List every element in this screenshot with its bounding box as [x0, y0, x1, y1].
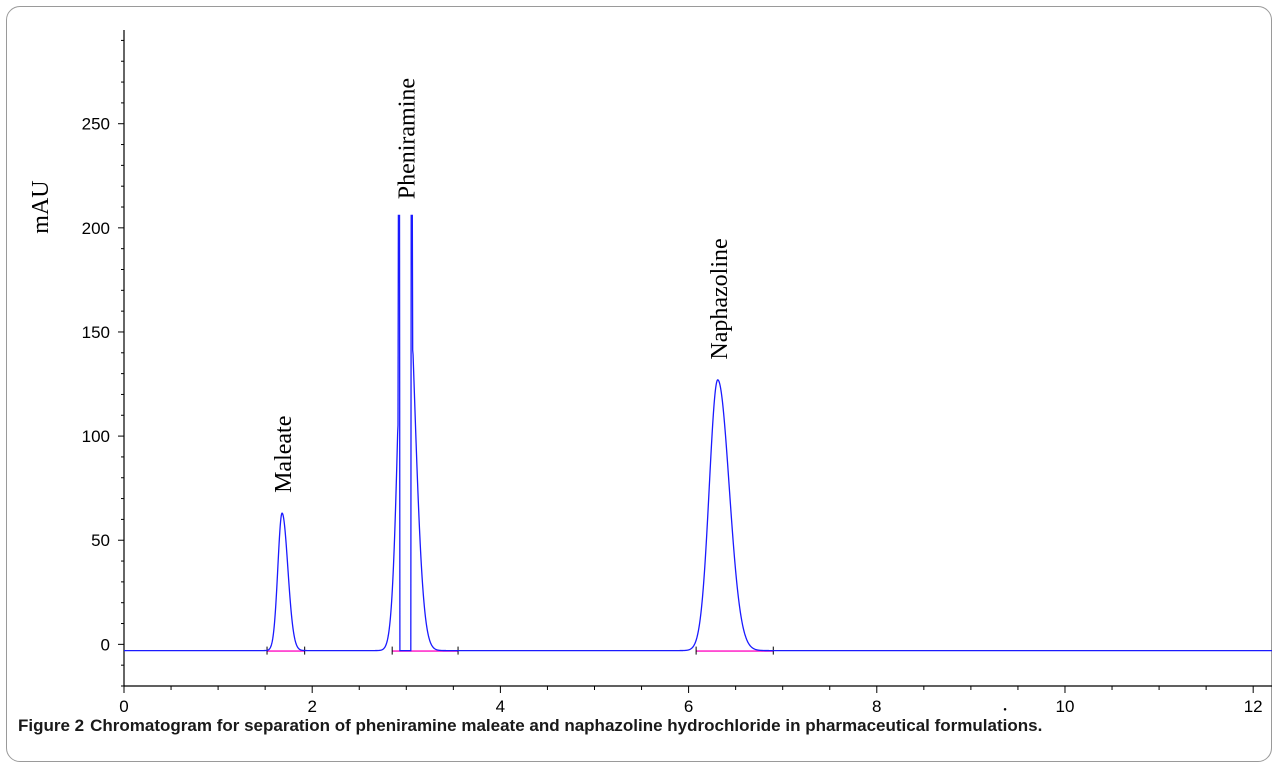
x-axis-ticks: 0 2 4 6 8 10 12	[119, 686, 1263, 712]
chart-axes	[123, 30, 1272, 687]
y-axis-ticks: 0 50 100 150 200 250	[82, 39, 124, 687]
x-tick-label: 10	[1056, 697, 1075, 712]
x-tick-label: 4	[496, 697, 505, 712]
figure-caption: Figure 2 Chromatogram for separation of p…	[18, 715, 1268, 737]
figure-caption-text: Chromatogram for separation of phenirami…	[90, 716, 1043, 735]
figure-frame	[6, 6, 1272, 762]
peak-label: Pheniramine	[394, 78, 420, 199]
chromatogram-trace	[124, 214, 1272, 652]
y-tick-label: 250	[82, 115, 110, 134]
y-tick-label: 50	[91, 531, 110, 550]
y-tick-label: 150	[82, 323, 110, 342]
x-tick-label: 6	[684, 697, 693, 712]
x-tick-label: 0	[119, 697, 128, 712]
y-axis-title: mAU	[28, 180, 54, 233]
peak-labels: Maleate Pheniramine Naphazoline	[271, 78, 733, 493]
y-tick-label: 100	[82, 427, 110, 446]
x-tick-label: 12	[1244, 697, 1263, 712]
x-tick-label: 2	[307, 697, 316, 712]
peak-label: Naphazoline	[707, 238, 733, 359]
peak-label: Maleate	[271, 416, 297, 493]
x-tick-label: 8	[872, 697, 881, 712]
x-axis-title: min	[983, 704, 1020, 712]
chromatogram-chart: 0 50 100 150 200 250 0 2 4 6 8 10 12 Maleate Phenira…	[28, 30, 1272, 712]
y-tick-label: 0	[101, 635, 110, 654]
figure-number: Figure 2	[18, 716, 85, 735]
y-tick-label: 200	[82, 219, 110, 238]
